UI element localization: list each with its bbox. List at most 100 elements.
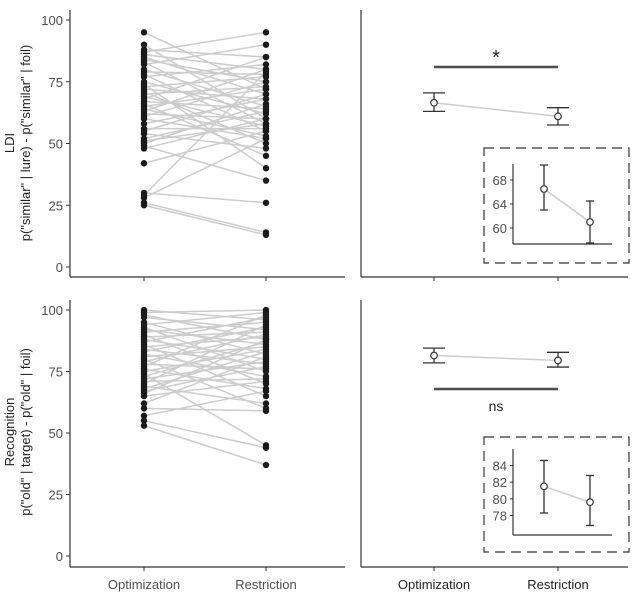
ldi-mean-significance-label: * (492, 47, 500, 69)
ldi-pair-line (143, 43, 267, 66)
recognition-mean-inset-restriction-mean-point (586, 498, 594, 507)
ldi-pair-line (143, 122, 267, 142)
ldi-pair-line (143, 192, 267, 204)
ldi-pair-line (143, 202, 267, 234)
recognition-point-restriction (262, 407, 270, 415)
ldi-point-restriction (262, 61, 270, 68)
recognition-point-restriction (262, 400, 270, 407)
ldi-point-optimization (140, 61, 148, 68)
ldi-point-optimization (140, 29, 148, 36)
recognition-point-restriction (262, 387, 270, 395)
recognition-point-restriction (262, 311, 270, 319)
ldi-mean-optimization-mean-point (430, 98, 438, 107)
recognition-mean-significance-label: ns (489, 398, 504, 414)
ldi-mean-inset-y-tick-label: 64 (493, 197, 507, 212)
ldi-point-optimization (140, 115, 148, 123)
ldi-mean-inset-restriction-mean-point (586, 218, 594, 226)
recognition-pair-line (143, 338, 267, 360)
recognition-pair-line (143, 309, 267, 314)
ldi-point-optimization (140, 73, 148, 81)
ldi-point-restriction (262, 68, 270, 76)
ldi-point-restriction (262, 100, 270, 108)
ldi-mean-restriction-mean-point (554, 112, 562, 121)
recognition-pair-line (143, 311, 267, 326)
x-axis-labels: Optimization Restriction Optimization Restr… (108, 577, 589, 592)
recognition-point-restriction (262, 321, 270, 328)
recognition-individual-panel: 0 25 50 75 100 (41, 300, 345, 571)
ldi-point-restriction (262, 95, 270, 103)
recognition-mean-inset-y-tick-label: 80 (493, 492, 507, 507)
recognition-point-restriction (262, 331, 270, 338)
recognition-pair-line (143, 314, 267, 368)
ldi-point-restriction (262, 78, 270, 85)
recognition-pair-line (143, 356, 267, 405)
ldi-y-tick-label: 0 (56, 260, 63, 275)
recognition-ylabel-line1: Recognition (2, 398, 17, 467)
recognition-point-restriction (262, 358, 270, 365)
ldi-point-restriction (262, 120, 270, 127)
recognition-y-tick-label: 50 (49, 426, 63, 441)
recognition-mean-restriction-mean-point (554, 356, 562, 365)
ldi-point-restriction (262, 115, 270, 123)
recognition-pair-line (143, 316, 267, 343)
recognition-ylabel-line2: p("old" | target) - p("old" | foil) (18, 348, 33, 516)
recognition-mean-optimization-mean-point (430, 351, 438, 360)
ldi-point-restriction (262, 108, 270, 115)
ldi-pair-line (143, 145, 267, 182)
ldi-point-restriction (262, 135, 270, 142)
recognition-point-restriction (262, 378, 270, 385)
ldi-point-restriction (262, 140, 270, 147)
ldi-point-restriction (262, 145, 270, 152)
recognition-pair-line (143, 338, 267, 395)
recognition-pair-line (143, 316, 267, 331)
ldi-mean-inset-y-tick-label: 68 (493, 173, 507, 188)
ldi-point-restriction (262, 165, 270, 172)
ldi-point-restriction (262, 41, 270, 48)
ldi-mean-inset-optimization-mean-point (540, 185, 548, 193)
x-category-label-restriction: Restriction (527, 577, 588, 592)
ldi-point-restriction (262, 127, 270, 135)
recognition-point-optimization (140, 412, 148, 419)
recognition-mean-mean-line (433, 354, 559, 362)
ldi-pair-line (143, 71, 267, 196)
recognition-mean-inset-frame (483, 436, 630, 553)
recognition-pair-line (143, 351, 267, 390)
ldi-point-optimization (140, 160, 148, 167)
recognition-point-restriction (262, 336, 270, 343)
ldi-point-restriction (262, 29, 270, 36)
recognition-mean-inset-y-tick-label: 78 (493, 509, 507, 524)
ldi-mean-inset-y-tick-label: 60 (493, 221, 507, 236)
ldi-point-restriction (262, 73, 270, 81)
recognition-point-optimization (140, 417, 148, 424)
ldi-point-optimization (140, 194, 148, 202)
ldi-pair-line (143, 48, 267, 58)
ldi-ylabel-line1: LDI (2, 133, 17, 153)
x-category-label-optimization: Optimization (398, 577, 470, 592)
recognition-point-restriction (262, 461, 270, 469)
recognition-point-optimization (140, 314, 148, 321)
recognition-pair-line (143, 390, 267, 417)
ldi-point-optimization (140, 130, 148, 137)
recognition-y-tick-label: 0 (56, 549, 63, 564)
ldi-point-restriction (262, 177, 270, 184)
ldi-pair-line (143, 110, 267, 140)
ldi-pair-line (143, 93, 267, 132)
ldi-pair-line (143, 76, 267, 88)
recognition-mean-inset-optimization-mean-point (540, 482, 548, 491)
ldi-pair-line (143, 98, 267, 125)
ldi-point-optimization (140, 120, 148, 127)
ldi-pair-line (143, 63, 267, 78)
recognition-point-optimization (140, 392, 148, 400)
ldi-point-restriction (262, 199, 270, 206)
ldi-point-restriction (262, 90, 270, 98)
ldi-pair-line (143, 68, 267, 113)
recognition-point-restriction (262, 353, 270, 360)
recognition-y-tick-label: 100 (41, 303, 63, 318)
ldi-point-optimization (140, 41, 148, 48)
ldi-pair-line (143, 204, 267, 236)
ldi-point-restriction (262, 231, 270, 239)
ldi-point-restriction (262, 152, 270, 160)
recognition-y-tick-label: 75 (49, 365, 63, 380)
recognition-pair-line (143, 365, 267, 392)
